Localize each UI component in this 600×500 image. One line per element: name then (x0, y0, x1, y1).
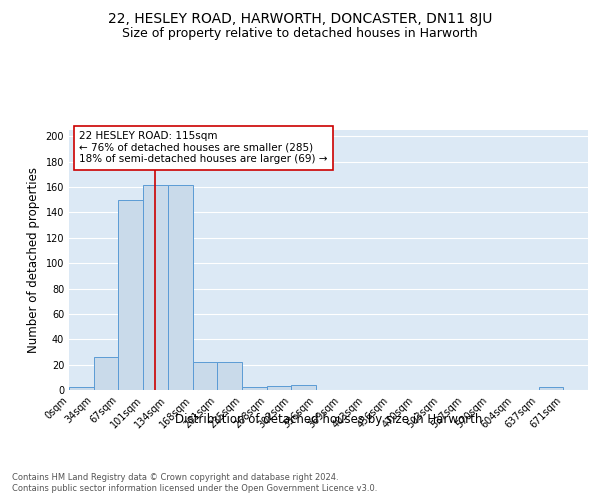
Bar (118, 200, 143, 390)
Bar (143, 184, 168, 390)
Text: 22, HESLEY ROAD, HARWORTH, DONCASTER, DN11 8JU: 22, HESLEY ROAD, HARWORTH, DONCASTER, DN… (108, 12, 492, 26)
Text: Distribution of detached houses by size in Harworth: Distribution of detached houses by size … (175, 412, 482, 426)
Text: Contains public sector information licensed under the Open Government Licence v3: Contains public sector information licen… (12, 484, 377, 493)
Text: 22 HESLEY ROAD: 115sqm
← 76% of detached houses are smaller (285)
18% of semi-de: 22 HESLEY ROAD: 115sqm ← 76% of detached… (79, 132, 328, 164)
Bar (69, 388, 94, 390)
Bar (94, 357, 118, 390)
Bar (217, 362, 242, 390)
Bar (267, 386, 292, 390)
Bar (539, 388, 563, 390)
Y-axis label: Number of detached properties: Number of detached properties (27, 167, 40, 353)
Bar (292, 385, 316, 390)
Text: Size of property relative to detached houses in Harworth: Size of property relative to detached ho… (122, 28, 478, 40)
Bar (168, 184, 193, 390)
Bar (242, 388, 267, 390)
Bar (193, 362, 217, 390)
Text: Contains HM Land Registry data © Crown copyright and database right 2024.: Contains HM Land Registry data © Crown c… (12, 472, 338, 482)
